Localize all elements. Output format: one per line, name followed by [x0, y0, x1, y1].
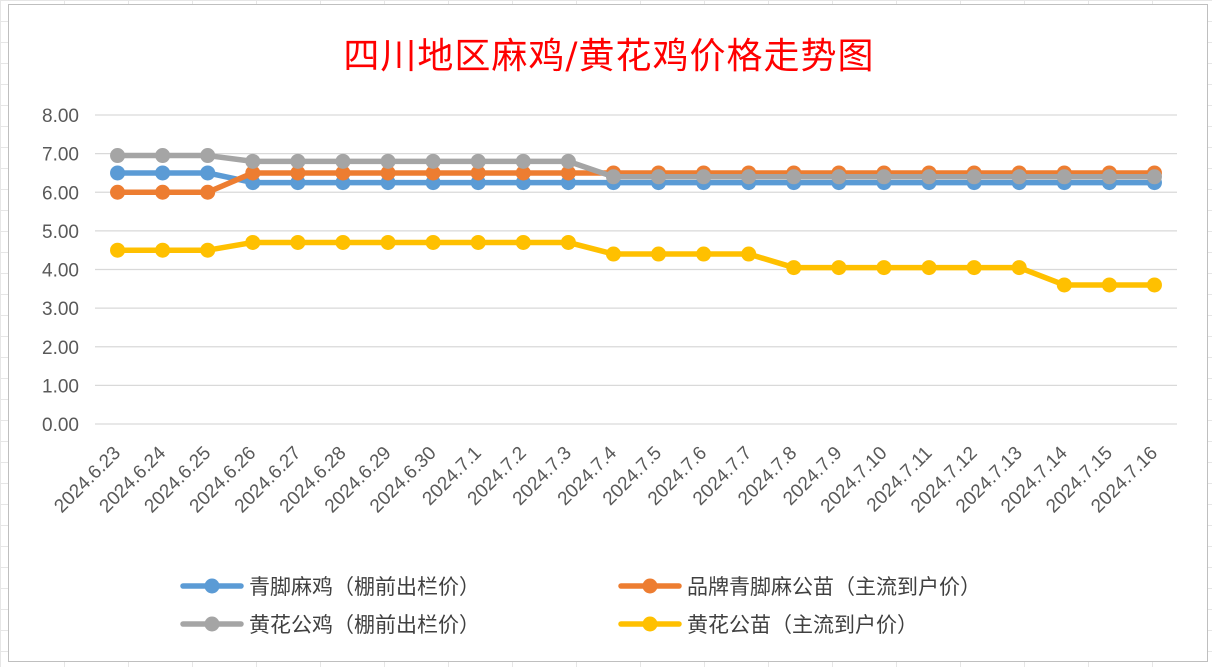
data-point	[741, 246, 757, 262]
chart-title: 四川地区麻鸡/黄花鸡价格走势图	[343, 36, 875, 77]
data-point	[335, 153, 351, 169]
legend-marker	[642, 578, 658, 594]
data-point	[155, 148, 171, 164]
data-point	[831, 260, 847, 276]
data-point	[876, 260, 892, 276]
data-point	[110, 165, 126, 181]
data-point	[1101, 277, 1117, 293]
series	[110, 148, 1162, 293]
data-point	[786, 169, 802, 185]
data-point	[1056, 277, 1072, 293]
legend-item[interactable]: 品牌青脚麻公苗（主流到户价）	[618, 575, 981, 599]
data-point	[335, 234, 351, 250]
data-point	[1011, 260, 1027, 276]
data-point	[200, 242, 216, 258]
data-point	[560, 153, 576, 169]
series-line	[114, 152, 1158, 180]
legend-marker	[204, 616, 220, 632]
data-point	[200, 148, 216, 164]
gridlines	[95, 114, 1177, 425]
data-point	[921, 169, 937, 185]
data-point	[831, 169, 847, 185]
data-point	[741, 169, 757, 185]
data-point	[605, 246, 621, 262]
data-point	[425, 153, 441, 169]
data-point	[110, 184, 126, 200]
data-point	[696, 246, 712, 262]
data-point	[696, 169, 712, 185]
data-point	[515, 234, 531, 250]
series-line	[114, 170, 1158, 186]
y-tick-label: 0.00	[42, 415, 79, 436]
data-point	[1101, 169, 1117, 185]
data-point	[515, 165, 531, 181]
data-point	[966, 169, 982, 185]
legend-item[interactable]: 黄花公苗（主流到户价）	[618, 613, 918, 637]
legend-marker	[642, 616, 658, 632]
data-point	[155, 165, 171, 181]
y-tick-label: 6.00	[42, 183, 79, 204]
data-point	[200, 165, 216, 181]
y-tick-label: 8.00	[42, 106, 79, 127]
data-point	[245, 165, 261, 181]
data-point	[335, 165, 351, 181]
data-point	[1146, 169, 1162, 185]
data-point	[245, 153, 261, 169]
data-point	[290, 153, 306, 169]
data-point	[245, 234, 261, 250]
data-point	[470, 234, 486, 250]
data-point	[966, 260, 982, 276]
y-tick-label: 5.00	[42, 222, 79, 243]
y-tick-label: 4.00	[42, 261, 79, 282]
data-point	[380, 153, 396, 169]
data-point	[200, 184, 216, 200]
series-line	[114, 239, 1158, 288]
data-point	[560, 234, 576, 250]
legend-label: 青脚麻鸡（棚前出栏价）	[249, 575, 480, 599]
legend-item[interactable]: 青脚麻鸡（棚前出栏价）	[180, 575, 480, 599]
data-point	[560, 165, 576, 181]
data-point	[651, 169, 667, 185]
line-chart: 0.00 1.00 2.00 3.00 4.00 5.00 6.00 7.00 8.00 202…	[42, 106, 1177, 637]
x-axis: 2024.6.232024.6.242024.6.252024.6.262024…	[50, 442, 1162, 517]
y-tick-label: 1.00	[42, 376, 79, 397]
data-point	[1011, 169, 1027, 185]
data-point	[470, 153, 486, 169]
data-point	[425, 165, 441, 181]
series-2	[110, 148, 1162, 185]
data-point	[515, 153, 531, 169]
data-point	[1056, 169, 1072, 185]
data-point	[425, 234, 441, 250]
chart-area[interactable]: 四川地区麻鸡/黄花鸡价格走势图 0.00 1.00 2.00 3.00 4.00 5.00…	[8, 4, 1208, 662]
data-point	[155, 242, 171, 258]
data-point	[921, 260, 937, 276]
data-point	[110, 242, 126, 258]
legend-marker	[204, 578, 220, 594]
data-point	[605, 169, 621, 185]
y-axis: 0.00 1.00 2.00 3.00 4.00 5.00 6.00 7.00 8.00	[42, 106, 79, 436]
legend-item[interactable]: 黄花公鸡（棚前出栏价）	[180, 613, 480, 637]
legend: 青脚麻鸡（棚前出栏价） 品牌青脚麻公苗（主流到户价） 黄花公鸡（棚前出栏价） 黄花公苗…	[180, 575, 981, 637]
data-point	[290, 234, 306, 250]
data-point	[110, 148, 126, 164]
y-tick-label: 7.00	[42, 145, 79, 166]
data-point	[470, 165, 486, 181]
legend-label: 黄花公鸡（棚前出栏价）	[249, 613, 480, 637]
data-point	[380, 234, 396, 250]
data-point	[155, 184, 171, 200]
data-point	[290, 165, 306, 181]
data-point	[380, 165, 396, 181]
legend-label: 黄花公苗（主流到户价）	[687, 613, 918, 637]
series-3	[110, 234, 1162, 293]
legend-label: 品牌青脚麻公苗（主流到户价）	[687, 575, 981, 599]
y-tick-label: 2.00	[42, 338, 79, 359]
series-line	[114, 170, 1158, 195]
data-point	[1146, 277, 1162, 293]
y-tick-label: 3.00	[42, 299, 79, 320]
data-point	[651, 246, 667, 262]
data-point	[786, 260, 802, 276]
data-point	[876, 169, 892, 185]
